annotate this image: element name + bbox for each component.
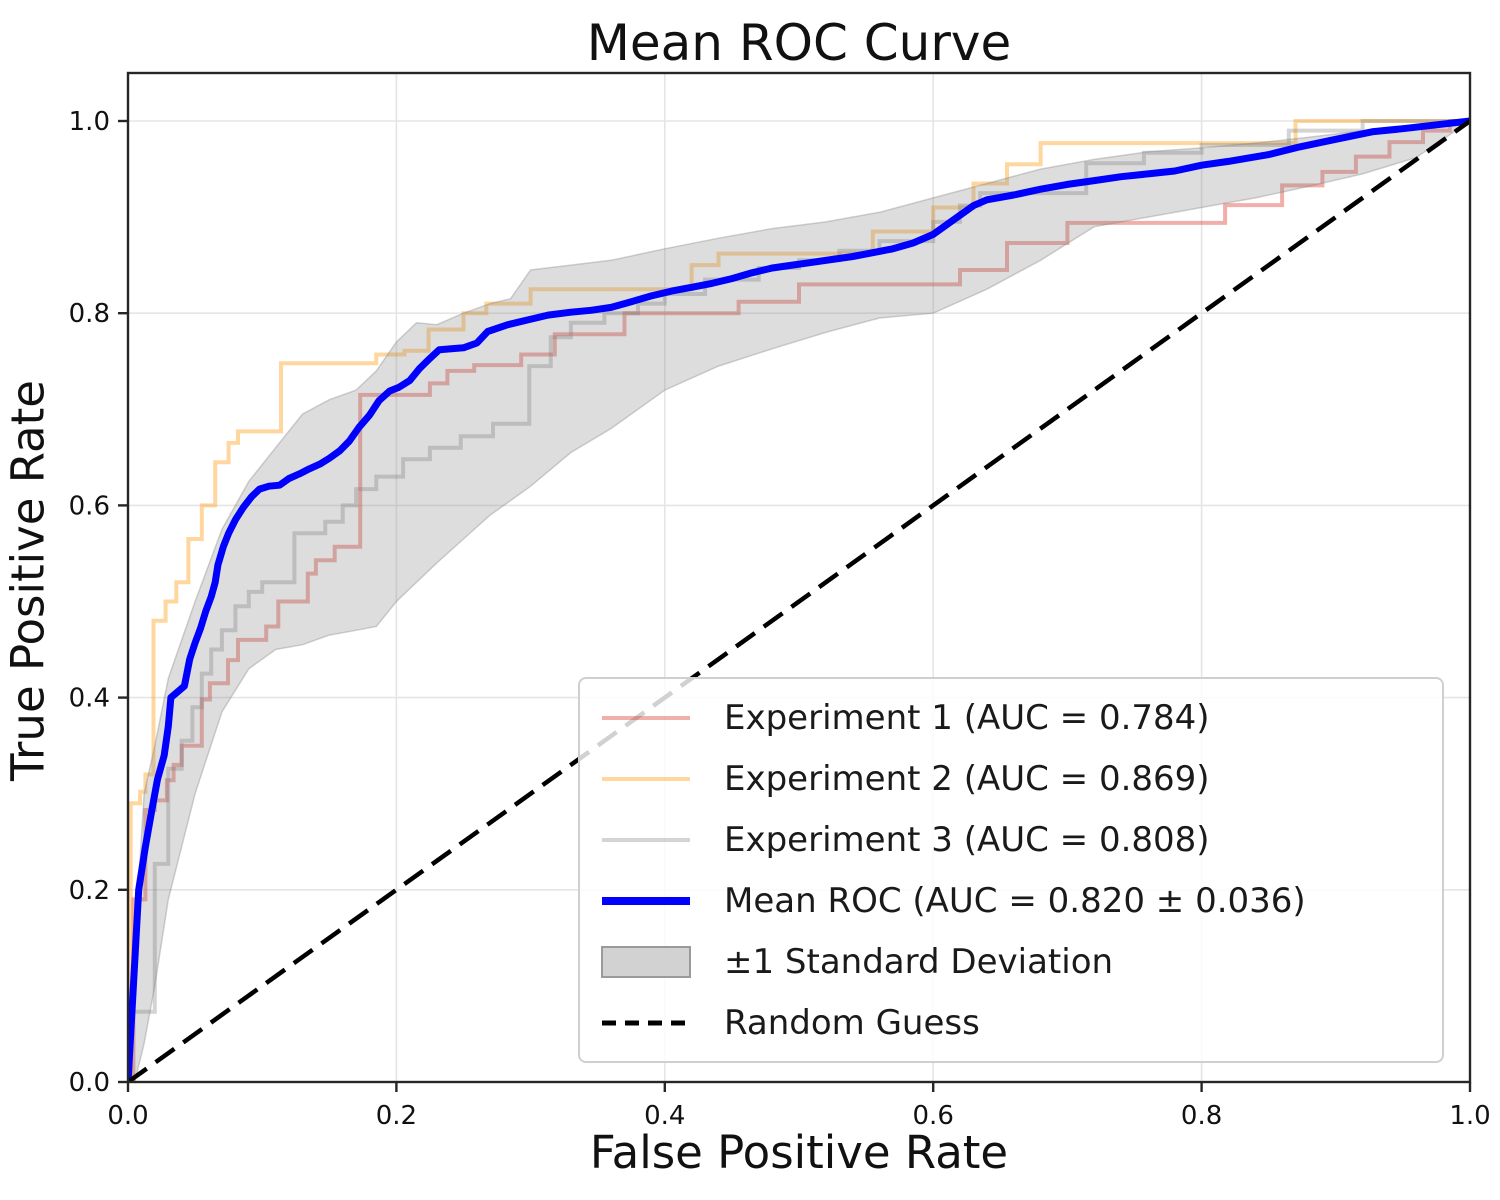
x-tick-label: 1.0: [1449, 1101, 1490, 1131]
std-band-rect: [601, 945, 691, 978]
x-axis-label: False Positive Rate: [589, 1126, 1009, 1179]
legend-item-experiment-2: Experiment 2 (AUC = 0.869): [590, 750, 1432, 808]
experiment-3-line-swatch: [602, 837, 690, 842]
y-tick-label: 0.8: [69, 299, 110, 329]
legend-item-random-guess: Random Guess: [590, 994, 1432, 1052]
mean-roc-curve: [128, 117, 1470, 1082]
experiment-1-curve: [128, 119, 1470, 1082]
y-axis-label: True Positive Rate: [1, 380, 55, 781]
y-tick-label: 0.4: [69, 684, 110, 714]
std-deviation-band: [128, 120, 1470, 1082]
x-tick-label: 0.8: [1181, 1101, 1222, 1131]
x-tick-label: 0.6: [913, 1101, 954, 1131]
random-guess-dashed-swatch: [602, 1020, 690, 1025]
experiment-3-curve: [128, 119, 1470, 1082]
chart-title: Mean ROC Curve: [586, 14, 1012, 72]
y-tick-label: 1.0: [69, 107, 110, 137]
x-tick-label: 0.4: [644, 1101, 685, 1131]
legend-label: ±1 Standard Deviation: [724, 941, 1114, 982]
experiment-1-line-swatch: [602, 715, 690, 720]
random-guess-line: [128, 119, 1470, 1082]
y-tick-label: 0.6: [69, 491, 110, 521]
x-tick-label: 0.0: [107, 1101, 148, 1131]
y-tick-label: 0.2: [69, 876, 110, 906]
y-tick-label: 0.0: [69, 1068, 110, 1098]
std-band-swatch: [601, 945, 691, 978]
legend-label: Experiment 3 (AUC = 0.808): [724, 819, 1210, 860]
x-tick-label: 0.2: [376, 1101, 417, 1131]
mean-roc-line-swatch: [602, 896, 690, 905]
legend-label: Mean ROC (AUC = 0.820 ± 0.036): [724, 880, 1306, 921]
legend: Experiment 1 (AUC = 0.784) Experiment 2 …: [578, 677, 1444, 1063]
experiment-2-curve: [128, 119, 1470, 1082]
axes-box: [126, 71, 1472, 1084]
legend-label: Experiment 1 (AUC = 0.784): [724, 697, 1210, 738]
legend-item-experiment-3: Experiment 3 (AUC = 0.808): [590, 811, 1432, 869]
legend-item-experiment-1: Experiment 1 (AUC = 0.784): [590, 689, 1432, 747]
experiment-2-line-swatch: [602, 776, 690, 781]
legend-item-std-deviation: ±1 Standard Deviation: [590, 933, 1432, 991]
legend-item-mean-roc: Mean ROC (AUC = 0.820 ± 0.036): [590, 872, 1432, 930]
legend-label: Random Guess: [724, 1002, 980, 1043]
legend-label: Experiment 2 (AUC = 0.869): [724, 758, 1210, 799]
